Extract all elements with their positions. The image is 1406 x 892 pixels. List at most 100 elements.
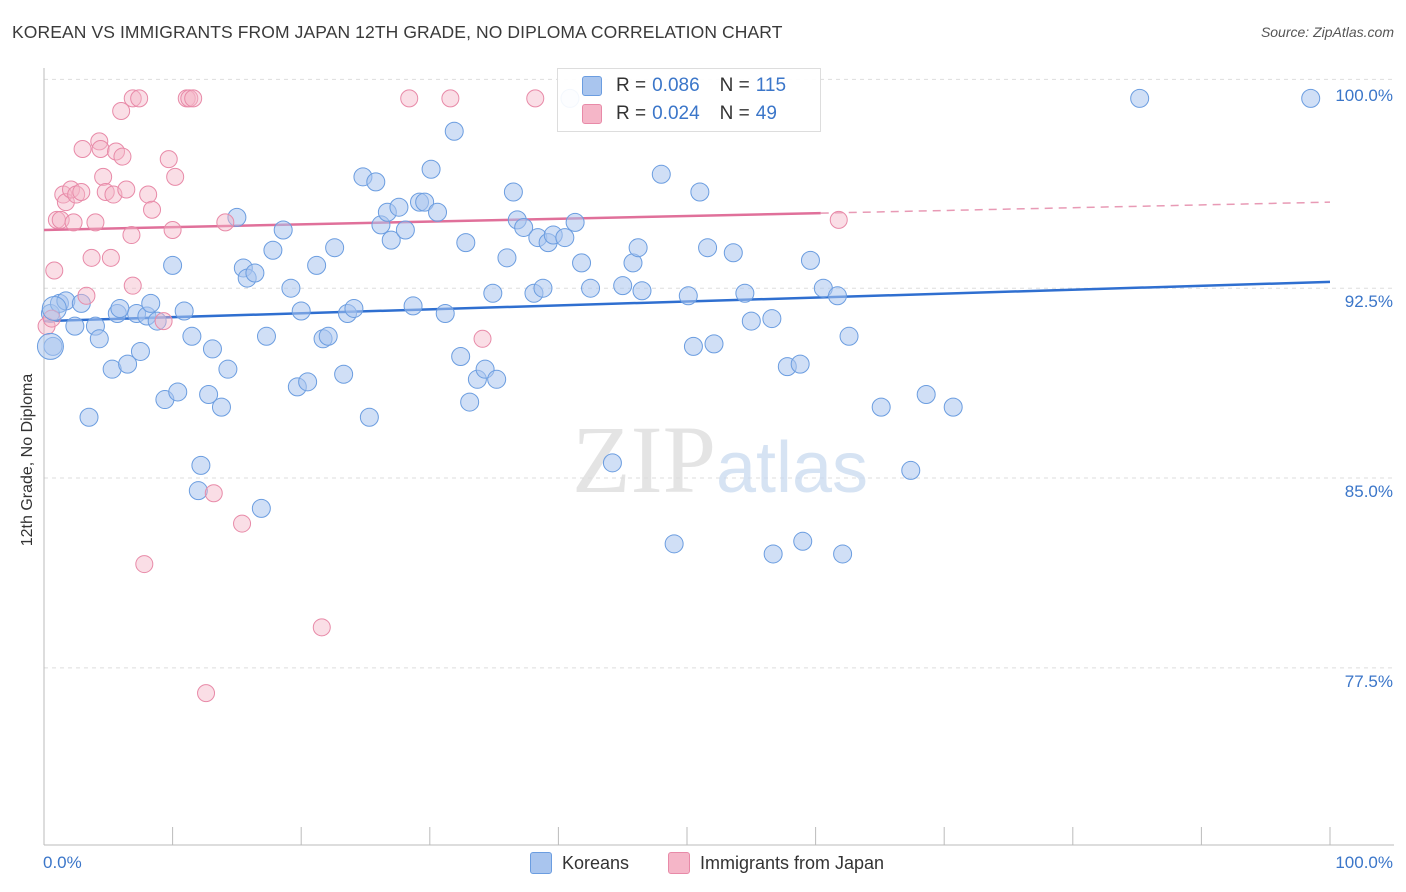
- point-koreans-26: [202, 339, 222, 359]
- point-koreans-36: [273, 220, 293, 240]
- series-legend: Koreans Immigrants from Japan: [0, 852, 1406, 876]
- legend-swatch-koreans: [582, 76, 602, 96]
- point-japan-17: [94, 167, 113, 186]
- point-koreans-87: [632, 281, 652, 301]
- point-koreans-92: [690, 182, 710, 202]
- x-tick-min: 0.0%: [43, 853, 82, 872]
- point-japan-19: [101, 248, 120, 267]
- point-japan-29: [135, 555, 154, 574]
- point-koreans-107: [839, 326, 859, 346]
- point-koreans-89: [664, 534, 684, 554]
- point-koreans-40: [298, 372, 318, 392]
- point-japan-28: [130, 89, 149, 108]
- point-koreans-112: [1130, 88, 1150, 108]
- point-japan-9: [67, 185, 86, 204]
- point-japan-44: [400, 89, 419, 108]
- point-koreans-44: [325, 238, 345, 258]
- point-koreans-62: [444, 121, 464, 141]
- point-koreans-79: [555, 228, 575, 248]
- r-value: 0.024: [652, 103, 700, 124]
- point-koreans-105: [827, 286, 847, 306]
- point-koreans-84: [613, 276, 633, 296]
- point-koreans-large: [36, 332, 64, 360]
- point-koreans-64: [456, 233, 476, 253]
- point-koreans-32: [245, 263, 265, 283]
- point-koreans-6: [79, 407, 99, 427]
- point-koreans-28: [218, 359, 238, 379]
- y-axis-label: 12th Grade, No Diploma: [19, 373, 36, 547]
- y-tick-label-2: 85.0%: [1344, 482, 1393, 501]
- point-japan-42: [233, 514, 252, 533]
- point-koreans-33: [251, 498, 271, 518]
- point-koreans-70: [497, 248, 517, 268]
- point-koreans-111: [943, 397, 963, 417]
- r-label: R =: [616, 103, 647, 124]
- point-japan-15: [90, 132, 109, 151]
- point-japan-41: [216, 213, 235, 232]
- n-value: 115: [755, 75, 787, 96]
- point-japan-10: [72, 183, 91, 202]
- data-points: [36, 88, 1321, 703]
- point-koreans-59: [421, 159, 441, 179]
- stats-row-japan: R = 0.024 N = 49: [582, 102, 777, 126]
- point-japan-23: [113, 147, 132, 166]
- n-value: 49: [755, 103, 777, 124]
- point-japan-35: [166, 167, 185, 186]
- stats-legend: R = 0.086 N = 115 R = 0.024 N = 49: [557, 68, 821, 132]
- chart-title: KOREAN VS IMMIGRANTS FROM JAPAN 12TH GRA…: [12, 22, 783, 42]
- r-label: R =: [616, 75, 647, 96]
- point-koreans-12: [118, 354, 138, 374]
- point-koreans-83: [602, 453, 622, 473]
- axes: [43, 68, 1394, 846]
- point-koreans-55: [395, 220, 415, 240]
- grid-lines: [44, 78, 1394, 669]
- watermark: ZIPatlas: [572, 406, 868, 513]
- trend-line-japan: [43, 211, 821, 232]
- point-koreans-50: [366, 172, 386, 192]
- point-koreans-106: [833, 544, 853, 564]
- point-japan-48: [829, 210, 848, 229]
- point-koreans-27: [211, 397, 231, 417]
- point-koreans-large-2: [41, 295, 67, 321]
- point-koreans-103: [800, 250, 820, 270]
- point-koreans-43: [318, 326, 338, 346]
- n-label: N =: [719, 103, 750, 124]
- y-tick-label-0: 100.0%: [1335, 86, 1393, 106]
- legend-item-japan[interactable]: Immigrants from Japan: [668, 852, 884, 874]
- point-koreans-24: [188, 481, 208, 501]
- r-value: 0.086: [652, 75, 700, 96]
- n-label: N =: [719, 75, 750, 96]
- point-japan-34: [163, 220, 182, 239]
- point-koreans-71: [503, 182, 523, 202]
- point-koreans-88: [651, 164, 671, 184]
- point-japan-13: [82, 248, 101, 267]
- point-koreans-110: [916, 384, 936, 404]
- point-koreans-8: [89, 329, 109, 349]
- point-koreans-17: [147, 311, 167, 331]
- point-japan-31: [143, 200, 162, 219]
- point-koreans-11: [110, 298, 130, 318]
- y-tick-label-3: 77.5%: [1344, 671, 1393, 691]
- point-koreans-97: [741, 311, 761, 331]
- point-koreans-113: [1301, 88, 1321, 108]
- point-koreans-99: [763, 544, 783, 564]
- legend-swatch-japan: [582, 104, 602, 124]
- point-japan-12: [77, 286, 96, 305]
- point-koreans-23: [191, 455, 211, 475]
- point-koreans-53: [381, 230, 401, 250]
- point-koreans-54: [389, 197, 409, 217]
- point-koreans-90: [678, 286, 698, 306]
- point-koreans-108: [871, 397, 891, 417]
- trend-line-japan-extrapolated: [820, 201, 1331, 214]
- point-japan-14: [86, 213, 105, 232]
- point-japan-7: [62, 180, 81, 199]
- point-koreans-19: [163, 255, 183, 275]
- point-koreans-21: [174, 301, 194, 321]
- point-koreans-35: [263, 240, 283, 260]
- legend-item-koreans[interactable]: Koreans: [530, 852, 629, 874]
- point-koreans-80: [565, 212, 585, 232]
- point-koreans-61: [435, 304, 455, 324]
- point-japan-2: [45, 261, 64, 280]
- point-koreans-37: [281, 278, 301, 298]
